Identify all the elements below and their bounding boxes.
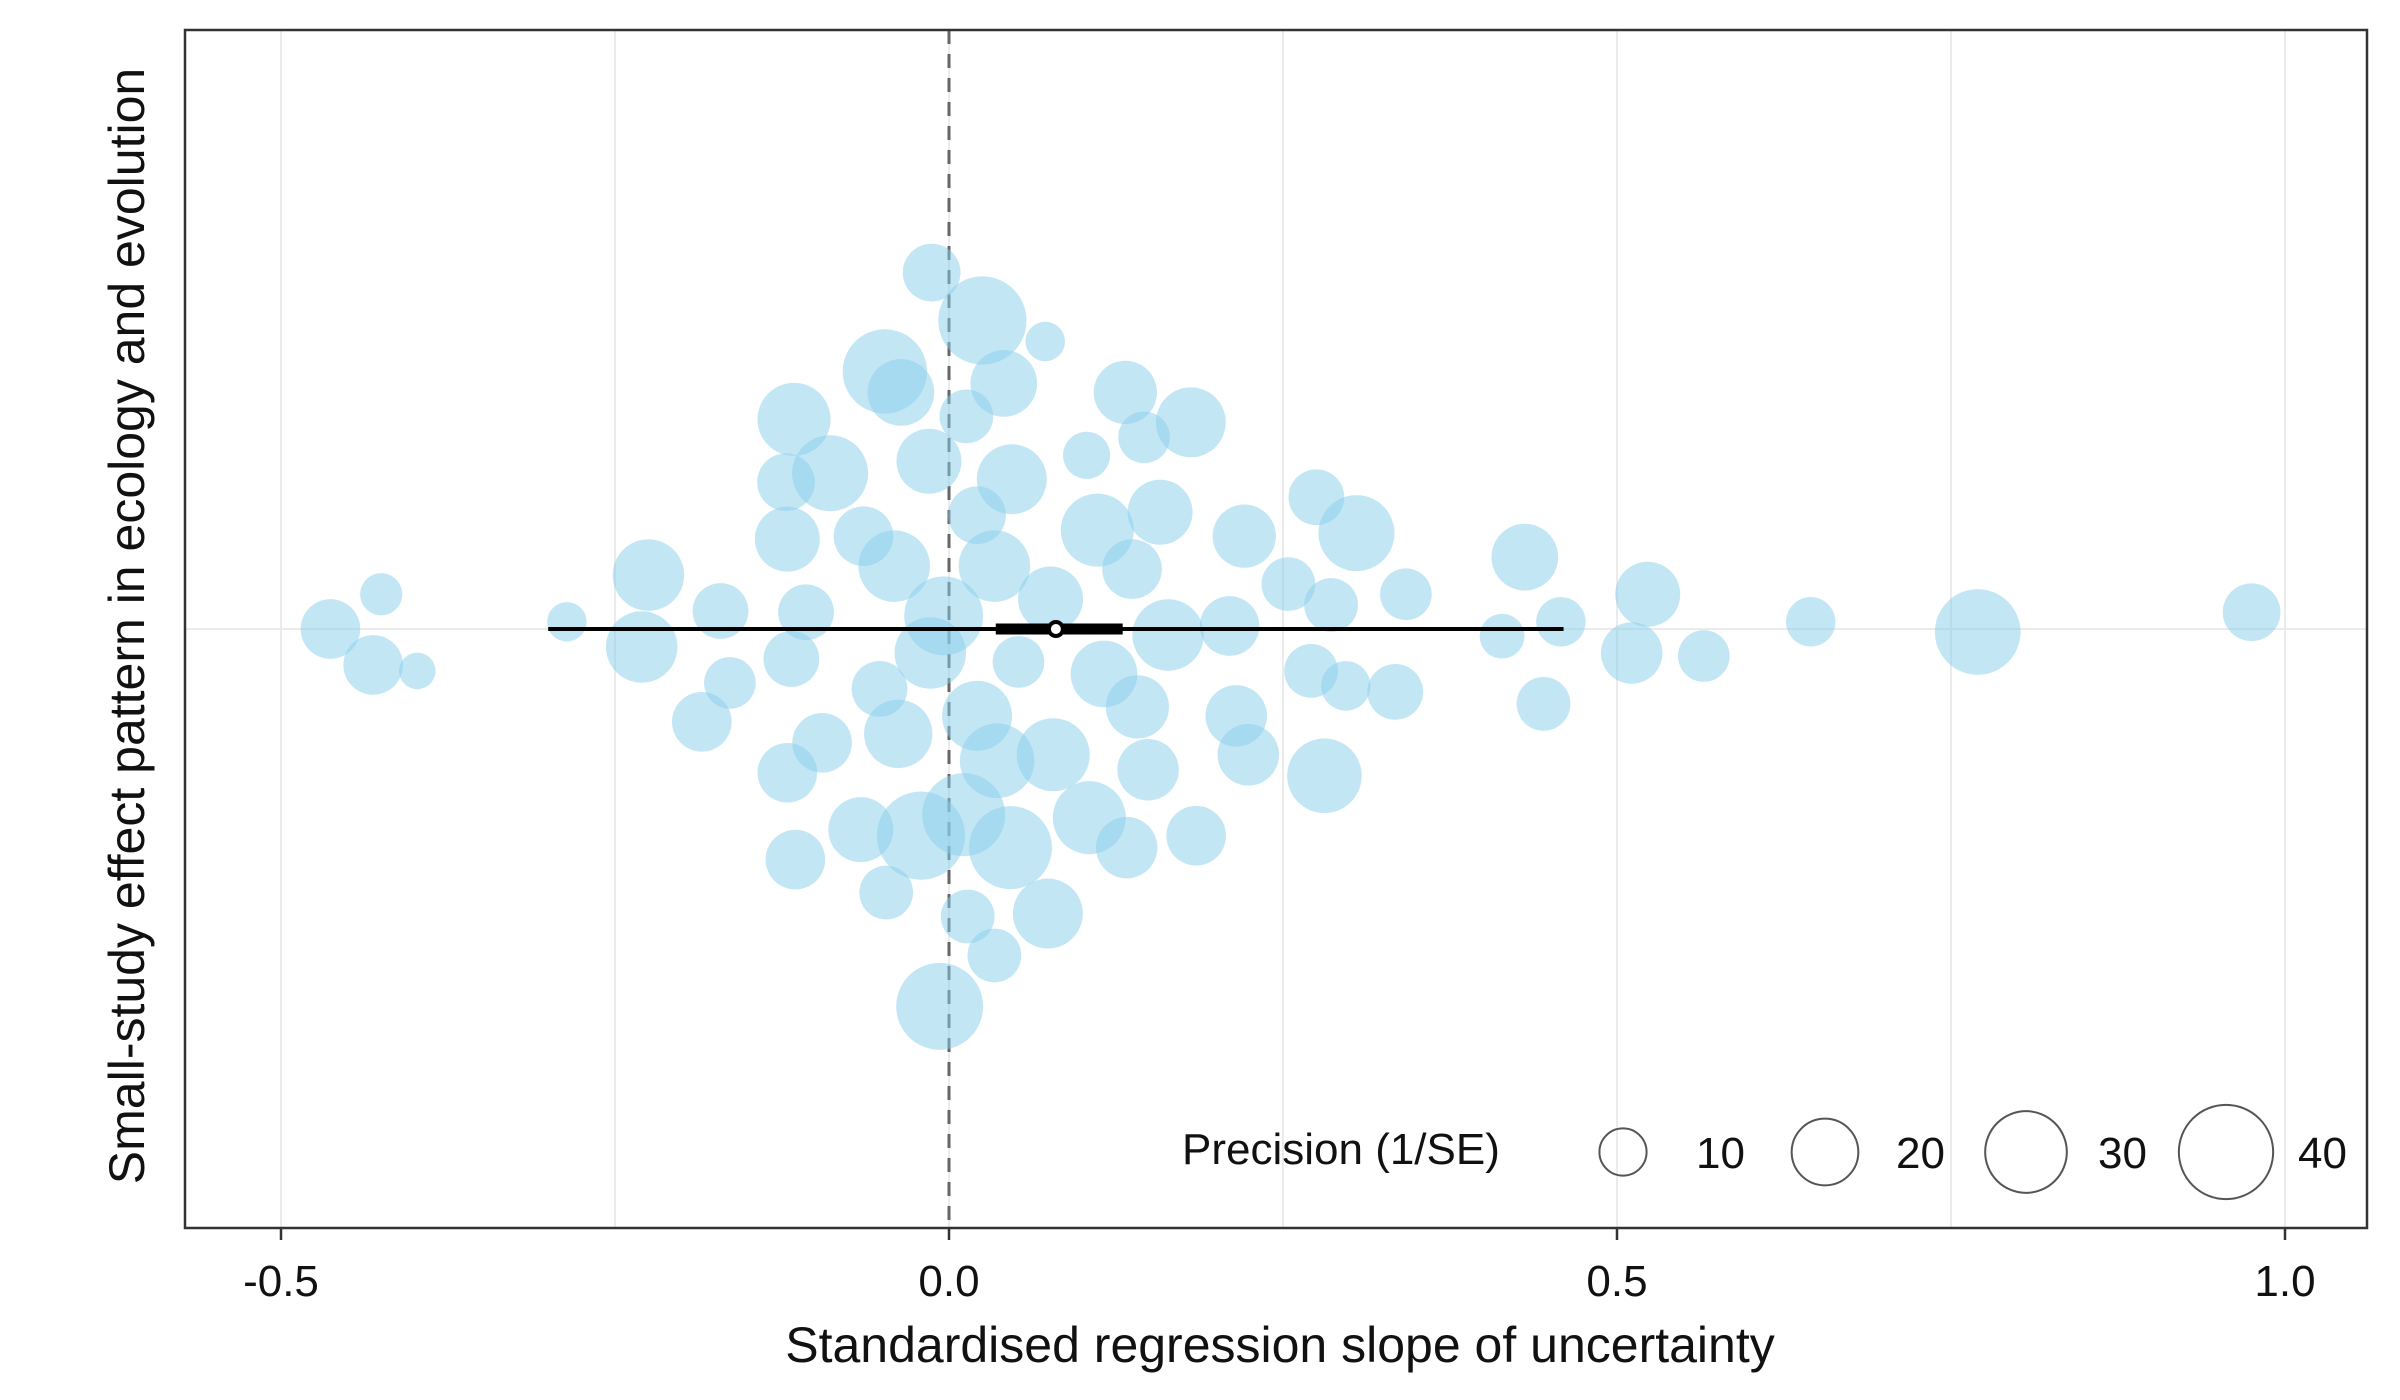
data-point: [1132, 599, 1204, 671]
legend-size-circle: [2177, 1103, 2275, 1201]
data-point: [864, 699, 933, 768]
data-point: [1012, 878, 1083, 949]
data-point: [605, 611, 678, 683]
data-point: [672, 692, 732, 752]
data-point: [1166, 805, 1226, 866]
data-point: [1217, 724, 1280, 786]
data-point: [894, 617, 967, 689]
data-point: [896, 962, 984, 1050]
data-point: [1600, 622, 1663, 684]
data-point: [1117, 739, 1179, 801]
legend-size-circle: [1598, 1127, 1648, 1177]
data-point: [867, 359, 935, 426]
data-point: [1155, 387, 1226, 458]
data-point: [967, 928, 1022, 983]
data-point: [1287, 738, 1362, 814]
data-point: [1016, 718, 1090, 792]
data-point: [547, 602, 587, 642]
legend-size-label: 20: [1896, 1129, 1945, 1178]
data-point: [958, 530, 1031, 602]
data-point: [938, 276, 1027, 365]
data-point: [940, 889, 995, 944]
data-point: [1491, 523, 1559, 591]
data-point: [704, 657, 756, 709]
data-point: [1105, 675, 1170, 739]
data-point: [1785, 597, 1836, 647]
data-point: [1380, 568, 1432, 621]
data-point: [1479, 613, 1525, 659]
data-point: [765, 829, 826, 890]
x-axis-ticks: -0.5 0.0 0.5 1.0: [243, 1228, 2316, 1306]
data-point: [2222, 583, 2281, 642]
data-point: [343, 635, 404, 695]
data-point: [1516, 676, 1571, 731]
data-point: [1095, 816, 1158, 879]
data-point: [828, 797, 894, 863]
data-point: [1304, 578, 1358, 632]
data-point: [859, 865, 914, 920]
data-point: [1127, 479, 1193, 545]
data-point: [1261, 557, 1316, 611]
data-point: [1025, 321, 1065, 362]
data-point: [763, 631, 820, 687]
data-point: [876, 791, 966, 880]
data-point: [612, 539, 685, 611]
data-point: [757, 742, 818, 803]
data-point: [692, 583, 749, 639]
data-point: [1615, 561, 1681, 627]
legend-size-label: 30: [2098, 1129, 2147, 1178]
data-point: [1318, 495, 1395, 572]
data-point: [757, 453, 815, 512]
x-axis-title: Standardised regression slope of uncerta…: [785, 1317, 1774, 1373]
data-point: [858, 530, 930, 602]
data-point: [1063, 431, 1111, 479]
data-point: [1367, 664, 1424, 720]
x-tick-label: 0.5: [1586, 1257, 1647, 1306]
data-point: [992, 636, 1045, 688]
data-point: [1018, 566, 1084, 632]
data-point: [968, 806, 1052, 890]
data-point: [757, 382, 831, 456]
data-point: [1934, 589, 2021, 675]
data-point: [360, 573, 403, 616]
data-point: [1093, 360, 1157, 425]
data-points: [300, 243, 2281, 1050]
legend-size-label: 40: [2298, 1129, 2347, 1178]
estimate-point: [1046, 620, 1065, 638]
summary-estimate: [548, 620, 1564, 638]
x-tick-label: 0.0: [918, 1257, 979, 1306]
panel-border: [183, 28, 2369, 1230]
legend: Precision (1/SE) 10 20 30 40: [1182, 1103, 2347, 1201]
data-point: [896, 428, 962, 494]
data-point: [1678, 630, 1730, 682]
data-point: [1536, 597, 1586, 647]
data-point: [948, 486, 1006, 545]
data-point: [1321, 661, 1371, 711]
legend-title: Precision (1/SE): [1182, 1125, 1500, 1174]
legend-size-circle: [1984, 1110, 2068, 1194]
x-tick-label: -0.5: [243, 1257, 319, 1306]
data-point: [1118, 411, 1170, 464]
y-axis-title: Small-study effect pattern in ecology an…: [99, 68, 155, 1184]
data-point: [939, 389, 994, 444]
data-point: [902, 243, 961, 302]
legend-size-label: 10: [1696, 1129, 1745, 1178]
data-point: [1212, 504, 1276, 568]
data-point: [1199, 596, 1260, 656]
data-point: [778, 584, 834, 641]
data-point: [399, 652, 436, 690]
legend-size-circle: [1790, 1117, 1860, 1187]
x-tick-label: 1.0: [2254, 1257, 2315, 1306]
data-point: [754, 506, 820, 572]
data-point: [1102, 539, 1162, 599]
data-point: [300, 599, 361, 659]
